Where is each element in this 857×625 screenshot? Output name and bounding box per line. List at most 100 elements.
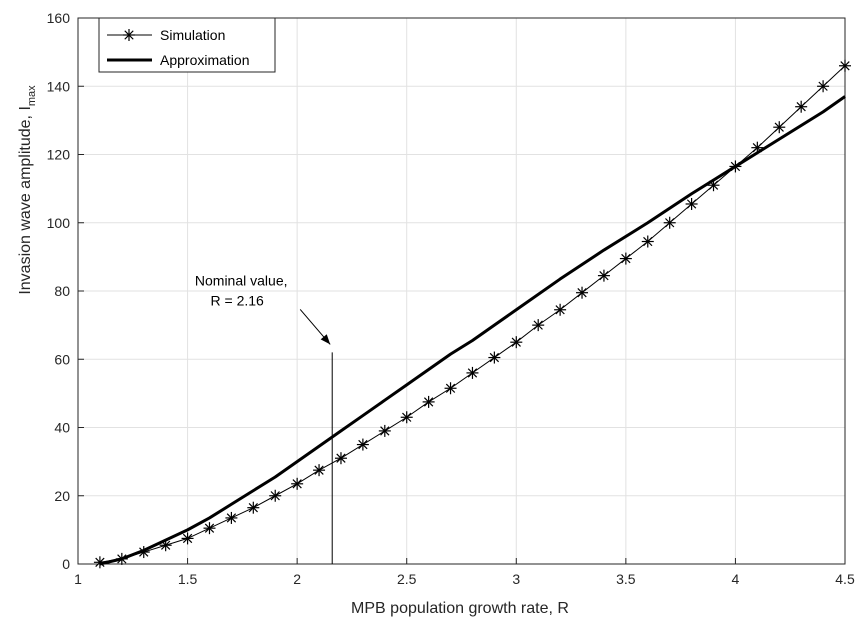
simulation-point bbox=[247, 501, 260, 514]
x-axis: 1 1.5 2 2.5 3 3.5 4 4.5 bbox=[74, 558, 855, 587]
series-simulation bbox=[93, 59, 851, 569]
y-axis: 0 20 40 60 80 100 120 140 160 bbox=[47, 10, 84, 572]
marker-stroke bbox=[270, 491, 280, 501]
legend-simulation-label: Simulation bbox=[160, 27, 225, 43]
x-tick-label: 2.5 bbox=[397, 571, 417, 587]
simulation-point bbox=[685, 197, 698, 210]
series-approximation bbox=[99, 95, 846, 566]
simulation-point bbox=[181, 532, 194, 545]
marker-stroke bbox=[445, 383, 456, 393]
simulation-line bbox=[99, 65, 846, 563]
simulation-point bbox=[378, 424, 391, 437]
simulation-point bbox=[663, 216, 676, 229]
marker-stroke bbox=[599, 270, 609, 281]
simulation-point bbox=[159, 539, 172, 552]
y-tick-label: 80 bbox=[54, 283, 70, 299]
marker-stroke bbox=[796, 102, 806, 112]
x-tick-label: 4 bbox=[732, 571, 740, 587]
simulation-point bbox=[356, 438, 369, 451]
legend-simulation-marker bbox=[123, 29, 135, 41]
marker-stroke bbox=[730, 161, 741, 172]
simulation-point bbox=[751, 141, 764, 154]
legend-box bbox=[98, 17, 276, 73]
y-tick-label: 20 bbox=[54, 488, 70, 504]
marker-stroke bbox=[555, 305, 565, 315]
simulation-point bbox=[422, 395, 435, 408]
marker-stroke bbox=[577, 288, 587, 298]
marker-stroke bbox=[708, 180, 719, 190]
marker-stroke bbox=[686, 199, 697, 209]
marker-stroke bbox=[533, 320, 543, 330]
annotation-line-1: Nominal value, bbox=[195, 272, 288, 288]
y-tick-label: 120 bbox=[47, 147, 71, 163]
y-axis-label-main: Invasion wave amplitude, I bbox=[17, 106, 34, 295]
marker-stroke bbox=[117, 554, 127, 564]
approximation-line bbox=[99, 95, 846, 566]
marker-stroke bbox=[182, 533, 193, 544]
marker-stroke bbox=[358, 439, 368, 450]
x-tick-label: 2 bbox=[293, 571, 301, 587]
x-tick-label: 1.5 bbox=[178, 571, 198, 587]
marker-stroke bbox=[314, 465, 324, 475]
simulation-point bbox=[839, 59, 851, 72]
x-tick-label: 3 bbox=[512, 571, 520, 587]
y-tick-label: 140 bbox=[47, 78, 71, 94]
marker-stroke bbox=[621, 253, 631, 264]
legend: Simulation Approximation bbox=[98, 17, 276, 73]
y-axis-label: Invasion wave amplitude, Imax bbox=[17, 85, 38, 295]
simulation-point bbox=[444, 382, 457, 395]
simulation-point bbox=[225, 511, 238, 524]
y-tick-label: 100 bbox=[47, 215, 71, 231]
marker-stroke bbox=[292, 479, 302, 489]
simulation-point bbox=[115, 552, 128, 565]
marker-stroke bbox=[467, 368, 478, 378]
marker-stroke bbox=[336, 453, 346, 463]
simulation-point bbox=[619, 252, 632, 265]
simulation-point bbox=[795, 100, 808, 113]
simulation-point bbox=[488, 351, 501, 364]
marker-stroke bbox=[124, 30, 134, 40]
marker-stroke bbox=[226, 513, 237, 523]
marker-stroke bbox=[139, 547, 149, 557]
annotation-arrowhead bbox=[320, 334, 331, 345]
y-tick-label: 60 bbox=[54, 351, 70, 367]
marker-stroke bbox=[402, 412, 412, 422]
x-tick-label: 1 bbox=[74, 571, 82, 587]
marker-stroke bbox=[248, 503, 258, 513]
annotation-line-2: R = 2.16 bbox=[211, 292, 265, 308]
legend-simulation-marker-star bbox=[123, 29, 135, 41]
y-tick-label: 40 bbox=[54, 420, 70, 436]
simulation-point bbox=[203, 522, 216, 535]
marker-stroke bbox=[818, 81, 828, 91]
simulation-point bbox=[554, 303, 567, 316]
marker-stroke bbox=[204, 523, 215, 533]
simulation-point bbox=[773, 121, 786, 134]
simulation-point bbox=[400, 411, 413, 424]
legend-approximation-label: Approximation bbox=[160, 52, 250, 68]
marker-stroke bbox=[774, 122, 784, 132]
x-tick-label: 4.5 bbox=[835, 571, 855, 587]
annotation: Nominal value, R = 2.16 bbox=[195, 272, 333, 564]
simulation-point bbox=[466, 366, 479, 379]
marker-stroke bbox=[380, 426, 390, 436]
simulation-point bbox=[334, 452, 347, 465]
simulation-point bbox=[729, 160, 742, 173]
marker-stroke bbox=[665, 218, 675, 228]
marker-stroke bbox=[489, 352, 500, 363]
simulation-point bbox=[576, 286, 589, 299]
simulation-point bbox=[817, 80, 830, 93]
simulation-point bbox=[269, 489, 282, 502]
x-tick-label: 3.5 bbox=[616, 571, 636, 587]
grid bbox=[77, 17, 846, 565]
simulation-point bbox=[291, 477, 304, 490]
simulation-point bbox=[510, 336, 523, 349]
marker-stroke bbox=[95, 557, 105, 567]
y-tick-label: 0 bbox=[62, 556, 70, 572]
marker-stroke bbox=[840, 61, 850, 71]
marker-stroke bbox=[511, 337, 521, 347]
marker-stroke bbox=[160, 540, 171, 550]
simulation-point bbox=[597, 269, 610, 282]
simulation-point bbox=[137, 546, 150, 559]
y-axis-label-subscript: max bbox=[26, 85, 38, 106]
